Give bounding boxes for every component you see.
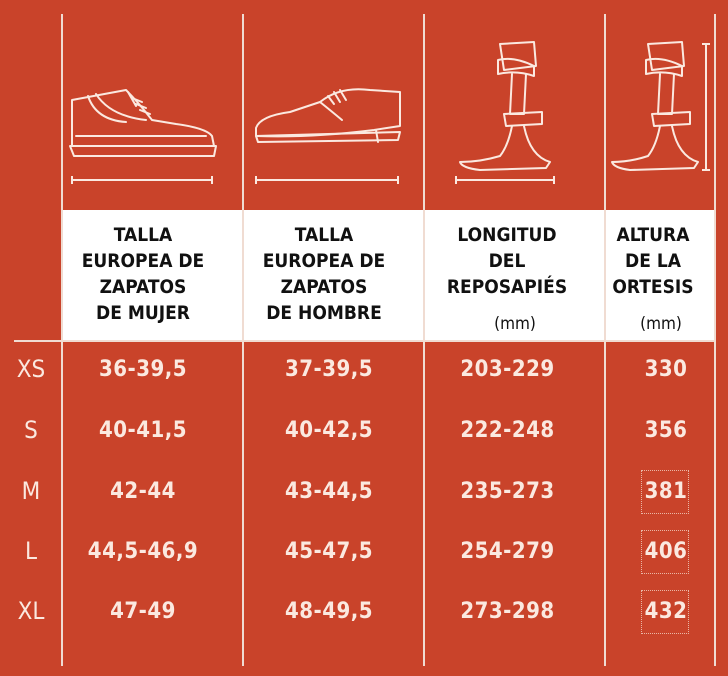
orthosis-height-icon <box>611 41 710 171</box>
header-height-unit: (mm) <box>640 314 682 334</box>
men-size-cell: 40-42,5 <box>284 418 374 443</box>
orthosis-height-cell: 406 <box>644 539 688 564</box>
footplate-length-cell: 273-298 <box>460 599 555 624</box>
highlight-box <box>641 470 689 514</box>
highlight-box <box>641 590 689 634</box>
footplate-length-cell: 254-279 <box>460 539 555 564</box>
highlight-box <box>641 530 689 574</box>
women-size-cell: 36-39,5 <box>98 357 188 382</box>
header-men: TALLA EUROPEA DE ZAPATOS DE HOMBRE <box>262 224 386 324</box>
header-footplate: LONGITUD DEL REPOSAPIÉS <box>446 224 568 298</box>
men-size-cell: 48-49,5 <box>284 599 374 624</box>
header-divider <box>14 340 714 342</box>
header-height: ALTURA DE LA ORTESIS <box>612 224 694 298</box>
women-size-cell: 40-41,5 <box>98 418 188 443</box>
orthosis-height-cell: 356 <box>644 418 688 443</box>
size-label: M <box>21 477 41 505</box>
divider-5 <box>714 14 716 666</box>
header-band-height <box>606 210 714 340</box>
dress-shoe-icon <box>255 88 401 184</box>
women-size-cell: 42-44 <box>110 479 176 504</box>
footplate-length-cell: 203-229 <box>460 357 555 382</box>
header-women: TALLA EUROPEA DE ZAPATOS DE MUJER <box>81 224 205 324</box>
size-label: XS <box>16 355 46 383</box>
women-size-cell: 44,5-46,9 <box>87 539 199 564</box>
header-band-footplate <box>425 210 604 340</box>
size-label: L <box>24 537 38 565</box>
men-size-cell: 45-47,5 <box>284 539 374 564</box>
orthosis-height-cell: 381 <box>644 479 688 504</box>
header-band-men <box>244 210 423 340</box>
size-label: S <box>24 416 38 444</box>
orthosis-height-cell: 330 <box>644 357 688 382</box>
orthosis-footplate-icon <box>455 41 555 184</box>
men-size-cell: 43-44,5 <box>284 479 374 504</box>
men-size-cell: 37-39,5 <box>284 357 374 382</box>
orthosis-height-cell: 432 <box>644 599 688 624</box>
size-label: XL <box>17 597 45 625</box>
footplate-length-cell: 222-248 <box>460 418 555 443</box>
sneaker-icon <box>69 89 217 184</box>
header-footplate-unit: (mm) <box>494 314 536 334</box>
women-size-cell: 47-49 <box>110 599 176 624</box>
header-band-women <box>63 210 242 340</box>
footplate-length-cell: 235-273 <box>460 479 555 504</box>
